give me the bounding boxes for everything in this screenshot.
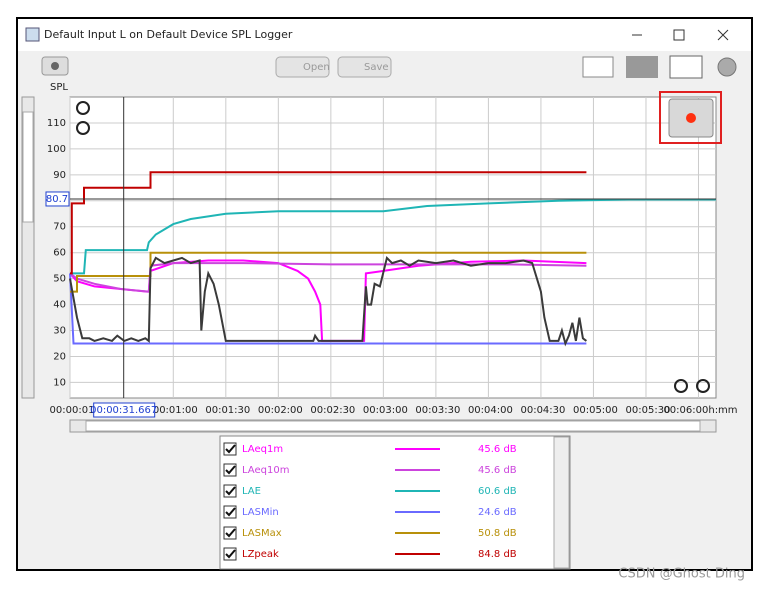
series-line bbox=[70, 171, 587, 275]
x-tick-label: 00:01:00 bbox=[153, 405, 198, 416]
legend-name: LAeq1m bbox=[242, 444, 283, 455]
cursor-y-label: 80.7 bbox=[46, 194, 68, 205]
legend-reading: 60.6 dB bbox=[478, 486, 517, 497]
plot-area bbox=[69, 96, 717, 399]
layout-icon[interactable] bbox=[626, 56, 658, 78]
y-tick-label: 20 bbox=[53, 351, 66, 362]
cursor-x-label: 00:00:31.667 bbox=[90, 405, 157, 416]
cursor-x-box bbox=[93, 402, 156, 418]
y-tick-label: 100 bbox=[47, 144, 66, 155]
legend-reading: 24.6 dB bbox=[478, 507, 517, 518]
y-tick-label: 40 bbox=[53, 300, 66, 311]
settings-icon[interactable] bbox=[717, 57, 737, 77]
y-tick-label: 90 bbox=[53, 170, 66, 181]
x-tick-label: 00:03:30 bbox=[415, 405, 460, 416]
window-title: Default Input L on Default Device SPL Lo… bbox=[44, 28, 293, 41]
y-tick-label: 50 bbox=[53, 274, 66, 285]
record-dot bbox=[686, 113, 696, 123]
x-tick-label: 00:01:30 bbox=[205, 405, 250, 416]
legend-check bbox=[225, 528, 236, 538]
x-tick-label: 00:06:00h:mm bbox=[663, 405, 737, 416]
y-axis-label: SPL bbox=[50, 82, 68, 93]
open-label: Open bbox=[303, 62, 330, 73]
series-line bbox=[70, 198, 716, 275]
legend-check bbox=[225, 465, 236, 475]
zoom-out-y[interactable] bbox=[76, 121, 90, 135]
legend-name: LASMax bbox=[242, 528, 282, 539]
h-scroll-thumb[interactable] bbox=[85, 420, 701, 432]
open-button[interactable] bbox=[275, 56, 330, 78]
legend-reading: 84.8 dB bbox=[478, 549, 517, 560]
legend-check bbox=[225, 486, 236, 496]
x-tick-label: 00:02:00 bbox=[258, 405, 303, 416]
series-line bbox=[69, 262, 587, 293]
camera-icon bbox=[51, 62, 59, 70]
maximize[interactable] bbox=[673, 29, 685, 41]
legend: LAeq1m 45.6 dB LAeq10m 45.6 dB LAE 60.6 dB LAS… bbox=[223, 442, 517, 561]
x-tick-label: 00:05:00 bbox=[573, 405, 618, 416]
legend-reading: 50.8 dB bbox=[478, 528, 517, 539]
legend-name: LAE bbox=[242, 486, 261, 497]
legend-name: LZpeak bbox=[242, 549, 279, 560]
series-line bbox=[70, 251, 587, 293]
legend-box bbox=[219, 435, 571, 570]
fit-icon[interactable] bbox=[669, 55, 703, 79]
legend-reading: 45.6 dB bbox=[478, 444, 517, 455]
zoom-in-x[interactable] bbox=[696, 379, 710, 393]
app-icon bbox=[25, 27, 40, 42]
y-tick-label: 60 bbox=[53, 248, 66, 259]
legend-check bbox=[225, 507, 236, 517]
series-line bbox=[69, 255, 587, 347]
legend-reading: 45.6 dB bbox=[478, 465, 517, 476]
y-tick-label: 30 bbox=[53, 326, 66, 337]
close[interactable] bbox=[717, 29, 729, 41]
plot bbox=[69, 97, 716, 398]
cursor-y-box bbox=[45, 191, 70, 207]
x-tick-label: 00:03:00 bbox=[363, 405, 408, 416]
x-tick-label: 00:00:01 bbox=[50, 405, 95, 416]
save-button[interactable] bbox=[337, 56, 392, 78]
legend-name: LAeq10m bbox=[242, 465, 289, 476]
x-tick-label: 00:02:30 bbox=[310, 405, 355, 416]
x-tick-label: 00:04:30 bbox=[520, 405, 565, 416]
title-bar bbox=[18, 19, 751, 51]
y-tick-label: 70 bbox=[53, 222, 66, 233]
legend-scrollbar[interactable] bbox=[553, 436, 570, 569]
v-scroll-thumb[interactable] bbox=[22, 111, 34, 223]
x-tick-label: 00:05:30 bbox=[626, 405, 671, 416]
zoom-out-x[interactable] bbox=[674, 379, 688, 393]
save-label: Save bbox=[364, 62, 389, 73]
legend-check bbox=[225, 549, 236, 559]
legend-check bbox=[225, 444, 236, 454]
zoom-icon[interactable] bbox=[582, 56, 614, 78]
series-line bbox=[69, 273, 587, 345]
x-tick-label: 00:04:00 bbox=[468, 405, 513, 416]
y-tick-label: 10 bbox=[53, 377, 66, 388]
zoom-in-y[interactable] bbox=[76, 101, 90, 115]
y-tick-label: 110 bbox=[47, 118, 66, 129]
legend-name: LASMin bbox=[242, 507, 279, 518]
watermark: CSDN @Ghost Ding bbox=[618, 567, 745, 582]
record-highlight bbox=[659, 91, 722, 144]
